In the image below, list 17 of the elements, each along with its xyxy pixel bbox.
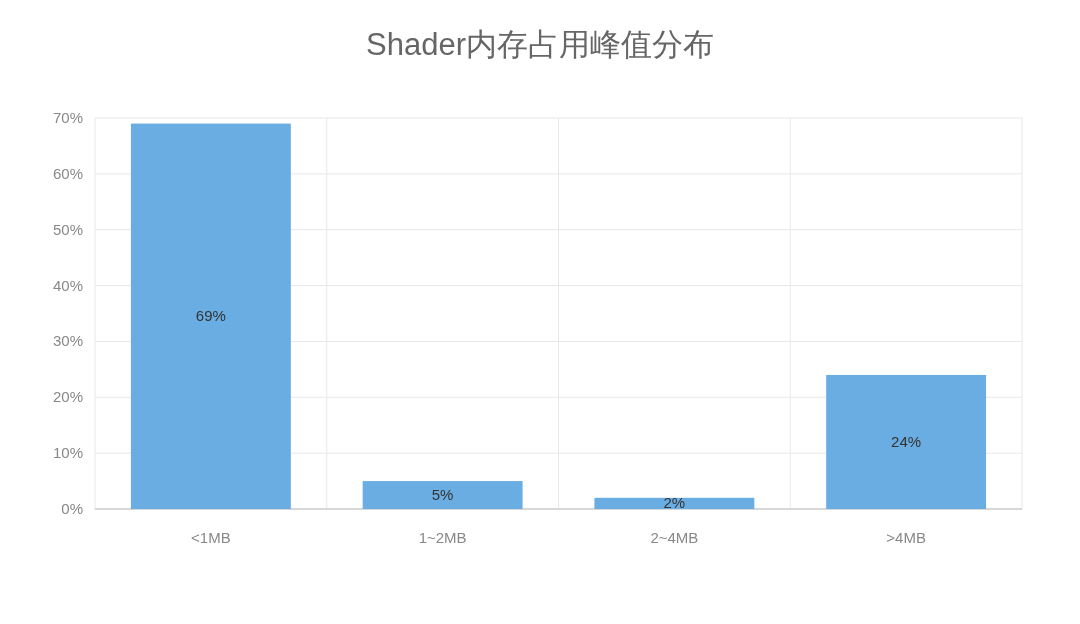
ytick: 40% xyxy=(52,276,83,294)
ytick: 50% xyxy=(52,220,83,238)
data-label: 2% xyxy=(663,494,686,512)
ytick: 60% xyxy=(52,164,83,182)
ytick: 30% xyxy=(52,332,83,350)
xtick: <1MB xyxy=(191,529,231,546)
ytick: 70% xyxy=(52,109,83,126)
data-label: 69% xyxy=(195,307,226,325)
ytick: 20% xyxy=(52,388,83,406)
xtick: 2~4MB xyxy=(650,529,699,546)
xtick: >4MB xyxy=(886,529,926,546)
title: Shader内存占用峰值分布 xyxy=(366,27,714,62)
xtick: 1~2MB xyxy=(418,529,467,546)
ytick: 0% xyxy=(61,500,83,517)
data-label: 24% xyxy=(891,432,922,450)
ytick: 10% xyxy=(52,444,83,462)
data-label: 5% xyxy=(431,486,454,504)
